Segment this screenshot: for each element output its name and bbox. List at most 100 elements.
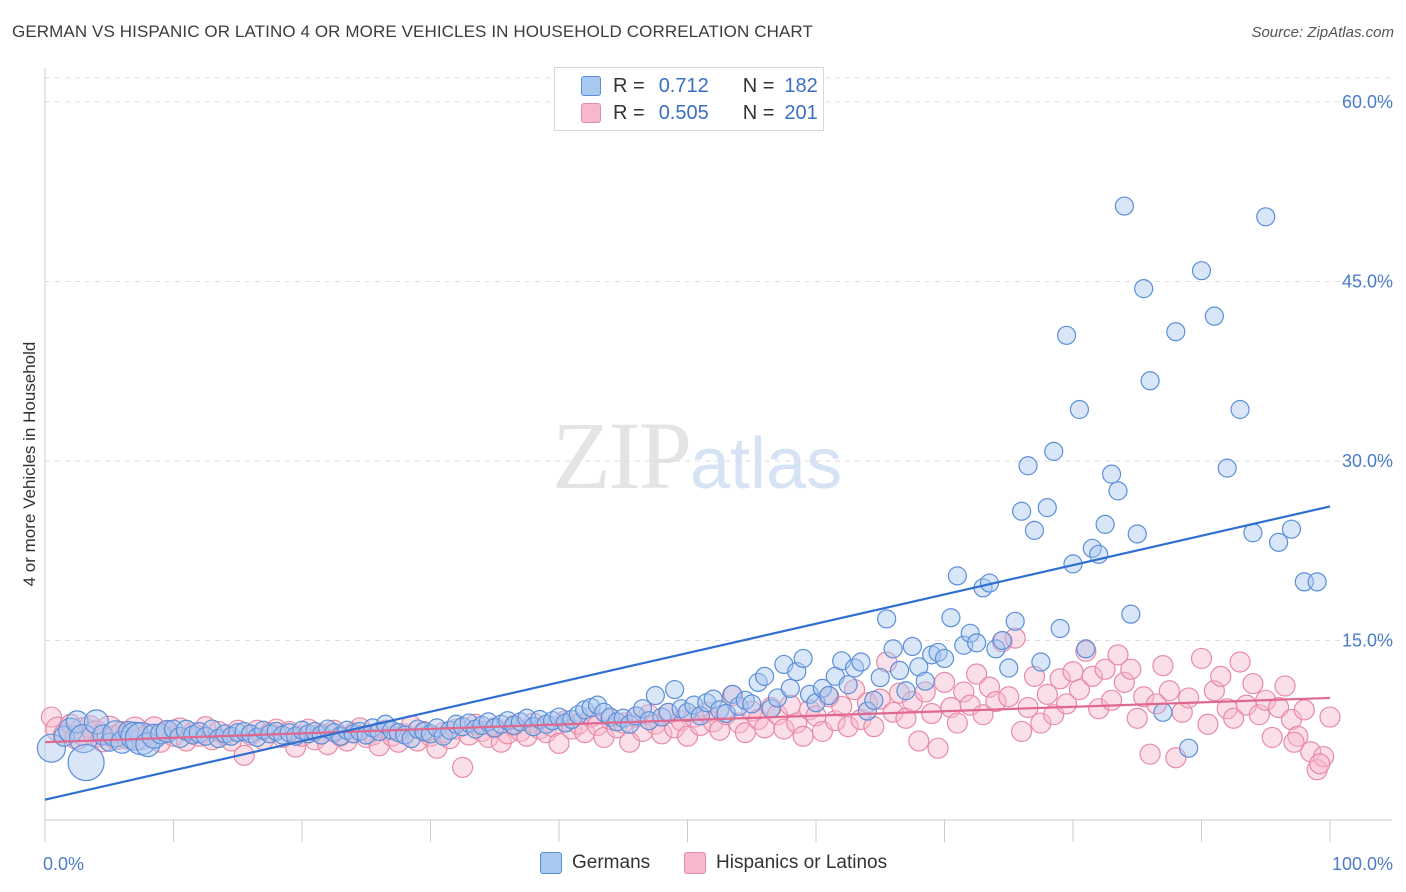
germans-point (1140, 371, 1160, 391)
legend-item-hispanics[interactable]: Hispanics or Latinos (684, 852, 887, 874)
germans-point (754, 666, 775, 686)
hispanics-point (786, 712, 808, 734)
germans-point (857, 701, 878, 721)
y-tick-label: 30.0% (1342, 451, 1393, 471)
hispanics-legend-swatch (684, 852, 706, 874)
germans-point (793, 648, 813, 669)
germans-point (742, 694, 762, 714)
watermark-logo: ZIPatlas (552, 400, 842, 511)
hispanics-point (1088, 698, 1110, 720)
hispanics-point (1229, 651, 1251, 673)
germans-point (83, 709, 110, 735)
hispanics-point (773, 718, 795, 740)
hispanics-point (1210, 665, 1232, 687)
hispanics-point (831, 695, 853, 717)
hispanics-point (1055, 693, 1078, 715)
germans-point (877, 609, 897, 629)
hispanics-point (1319, 706, 1341, 728)
hispanics-point (921, 702, 943, 725)
germans-point (999, 658, 1019, 678)
hispanics-point (1004, 627, 1026, 649)
germans-point (934, 648, 955, 669)
germans-point (1044, 441, 1064, 461)
germans-point (780, 678, 800, 698)
axis-layer (44, 68, 1392, 842)
germans-point (632, 699, 653, 719)
germans-trendline (44, 505, 1331, 801)
hispanics-point (1287, 725, 1309, 747)
germans-point (941, 608, 961, 628)
hispanics-point (1049, 668, 1071, 690)
legend-row-germans: R = 0.712 N = 182 (581, 73, 818, 99)
hispanics-point (837, 716, 859, 738)
hispanics-point (1081, 665, 1103, 687)
germans-point (851, 652, 871, 672)
germans-point (1153, 702, 1173, 722)
germans-point (645, 685, 665, 706)
watermark-atlas: atlas (690, 424, 843, 504)
hispanics-point (1261, 726, 1283, 749)
germans-point (1121, 604, 1141, 624)
hispanics-point (1107, 644, 1129, 666)
germans-point (735, 690, 755, 710)
germans-point (117, 720, 140, 743)
grid-layer (45, 77, 1392, 641)
y-tick-label: 60.0% (1342, 92, 1393, 112)
series-legend: Germans Hispanics or Latinos (0, 852, 1406, 878)
germans-point (896, 681, 916, 701)
germans-point (864, 690, 884, 710)
hispanics-point (1274, 675, 1296, 697)
germans-point (1005, 611, 1025, 631)
hispanics-point (1190, 647, 1213, 670)
n-label: N = (742, 74, 775, 97)
hispanics-point (1152, 655, 1174, 677)
hispanics-point (1293, 699, 1315, 721)
r-value: 0.505 (658, 101, 709, 124)
germans-point (247, 727, 267, 748)
germans-point (883, 639, 903, 659)
germans-legend-swatch (540, 852, 562, 874)
hispanics-point (927, 737, 949, 759)
n-value: 182 (784, 74, 818, 97)
germans-point (992, 630, 1012, 651)
hispanics-point (651, 723, 673, 745)
hispanics-point (908, 730, 930, 752)
hispanics-point (1223, 707, 1245, 729)
germans-point (819, 685, 839, 706)
hispanics-point (1197, 713, 1219, 735)
germans-point (1114, 196, 1135, 216)
chart-title: GERMAN VS HISPANIC OR LATINO 4 OR MORE V… (12, 22, 813, 41)
hispanics-point (1242, 672, 1264, 695)
germans-point (1134, 279, 1154, 299)
germans-point (1050, 618, 1070, 639)
hispanics-point (888, 682, 911, 704)
germans-point (141, 723, 167, 749)
germans-point (1031, 652, 1051, 672)
germans-point (1024, 520, 1045, 540)
germans-point (1069, 399, 1090, 420)
hispanics-point (1010, 720, 1033, 743)
hispanics-point (856, 692, 879, 714)
hispanics-point (1094, 658, 1116, 680)
hispanics-point (1158, 680, 1180, 702)
hispanics-point (1100, 689, 1123, 711)
tick-labels: 15.0% 30.0% 45.0% 60.0% 0.0% 100.0% 4 or more … (20, 92, 1393, 874)
hispanics-trendline (44, 696, 1331, 744)
germans-point (870, 667, 890, 688)
germans-point (1191, 261, 1212, 281)
hispanics-legend-label: Hispanics or Latinos (716, 852, 888, 873)
germans-point (587, 695, 608, 715)
y-tick-label: 45.0% (1342, 271, 1393, 291)
germans-point (67, 743, 105, 782)
hispanics-point (1062, 660, 1084, 683)
hispanics-point (452, 756, 474, 778)
germans-point (1281, 519, 1302, 539)
hispanics-point (953, 681, 975, 703)
hispanics-point (946, 712, 968, 734)
germans-point (175, 719, 197, 741)
hispanics-point (998, 686, 1020, 708)
germans-point (1095, 514, 1115, 534)
hispanics-point (869, 688, 891, 710)
legend-item-germans[interactable]: Germans (540, 852, 650, 874)
